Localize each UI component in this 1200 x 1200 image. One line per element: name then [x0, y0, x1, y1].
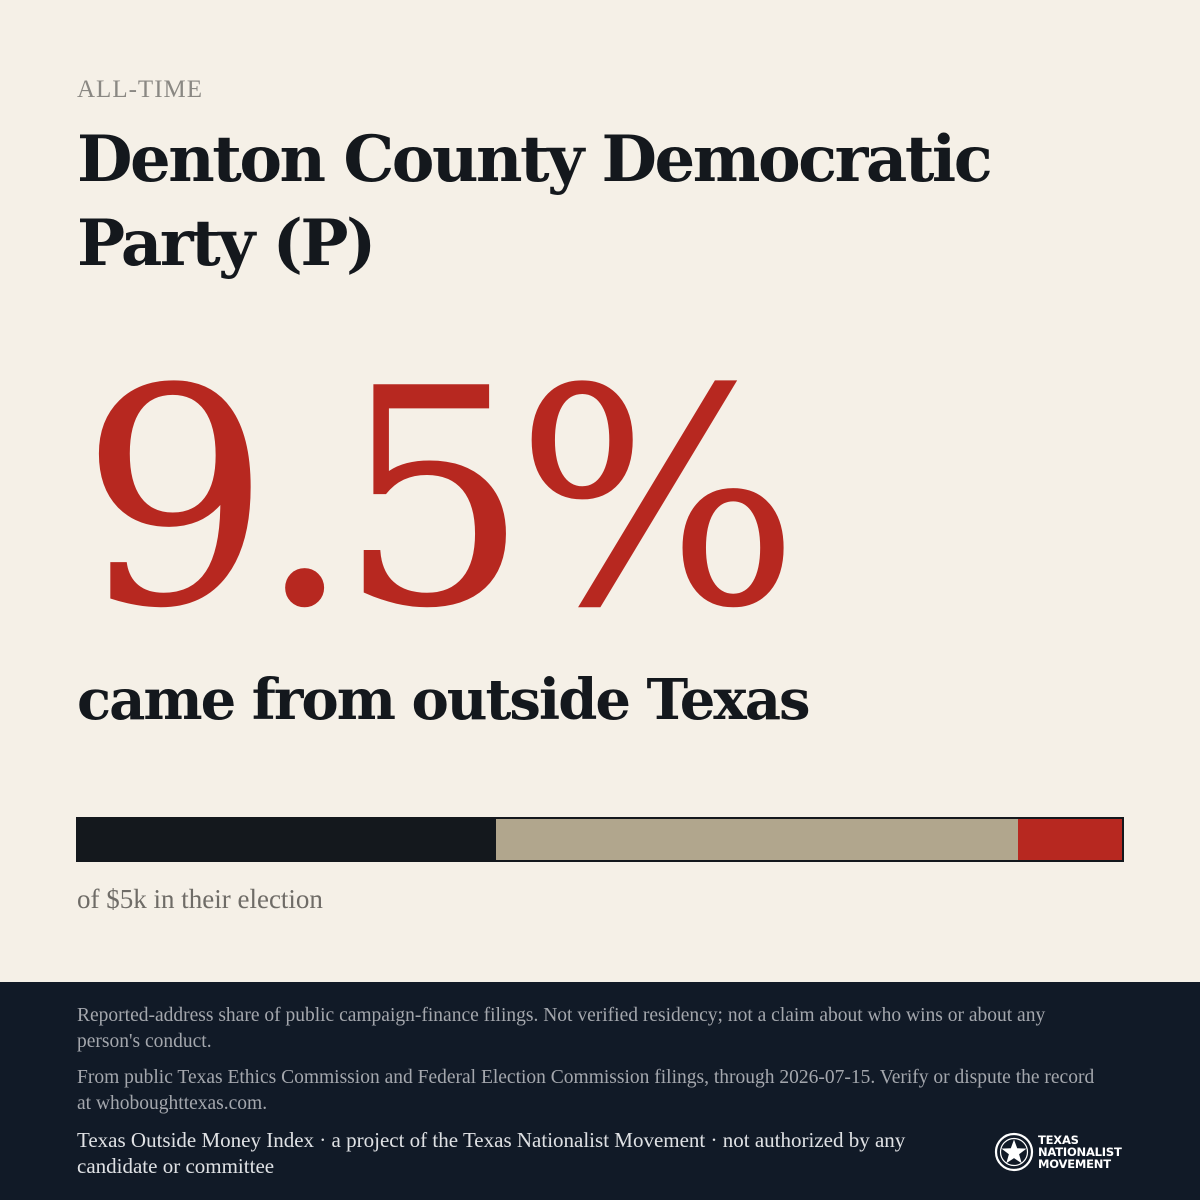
stat-caption: came from outside Texas — [77, 667, 811, 733]
share-bar-caption: of $5k in their election — [77, 884, 323, 914]
star-seal-icon — [994, 1132, 1034, 1172]
footer: Reported-address share of public campaig… — [0, 982, 1200, 1200]
footer-credit: Texas Outside Money Index · a project of… — [77, 1128, 906, 1178]
logo-line-2: NATIONALIST — [1038, 1145, 1122, 1159]
tnm-logo: TEXAS NATIONALIST MOVEMENT — [994, 1131, 1122, 1173]
share-bar-segment-other — [495, 819, 1018, 860]
kicker: ALL-TIME — [77, 76, 204, 103]
logo-wordmark: TEXAS NATIONALIST MOVEMENT — [1038, 1134, 1122, 1170]
big-stat-value: 9.5% — [80, 325, 800, 674]
footer-disclaimer: Reported-address share of public campaig… — [77, 1005, 1046, 1052]
share-bar — [76, 817, 1124, 862]
share-bar-segment-outside-texas — [1017, 819, 1122, 860]
footer-source: From public Texas Ethics Commission and … — [77, 1067, 1095, 1114]
logo-line-3: MOVEMENT — [1038, 1157, 1111, 1171]
page-title: Denton County Democratic Party (P) — [77, 122, 993, 281]
logo-line-1: TEXAS — [1038, 1133, 1079, 1147]
share-bar-segment-texas-total — [78, 819, 496, 860]
